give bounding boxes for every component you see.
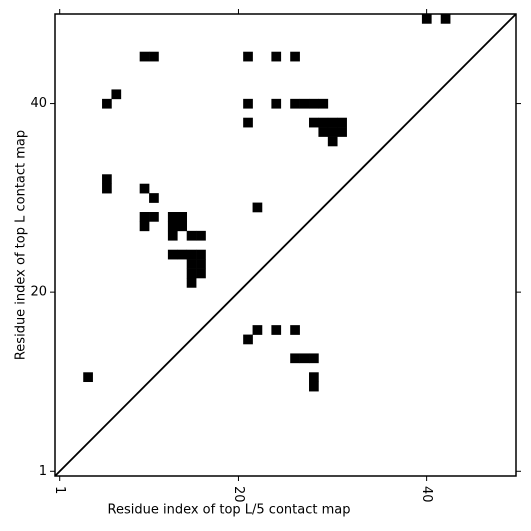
- contact-cell: [111, 89, 122, 100]
- contact-cell: [186, 259, 197, 269]
- contact-cell: [318, 127, 329, 137]
- diagonal: [54, 13, 517, 477]
- contact-cell: [309, 117, 319, 128]
- contact-cell: [83, 372, 93, 383]
- plot-frame: [54, 13, 517, 477]
- contact-cell: [167, 249, 178, 260]
- y-tick-label: 40: [30, 96, 47, 111]
- contact-cell: [243, 98, 253, 109]
- contact-cell: [177, 249, 188, 260]
- contact-cell: [309, 381, 319, 392]
- contact-cell: [139, 183, 150, 194]
- contact-cell: [299, 98, 310, 109]
- contact-cell: [290, 51, 300, 62]
- contact-cell: [196, 259, 206, 269]
- contact-cell: [290, 325, 300, 335]
- contact-cell: [177, 221, 188, 232]
- contact-cell: [243, 334, 253, 345]
- contact-cell: [243, 51, 253, 62]
- contact-cell: [252, 325, 263, 335]
- contact-cell: [337, 127, 347, 137]
- contact-cell: [186, 230, 197, 241]
- contact-cell: [196, 268, 206, 279]
- contact-cell: [299, 353, 310, 364]
- contact-cell: [149, 51, 159, 62]
- contact-cell: [139, 51, 150, 62]
- contact-cell: [186, 249, 197, 260]
- contact-cell: [196, 230, 206, 241]
- contact-cell: [167, 221, 178, 232]
- contact-cell: [139, 212, 150, 222]
- contact-cell: [149, 212, 159, 222]
- contact-cell: [196, 249, 206, 260]
- contact-cell: [186, 278, 197, 288]
- contact-cell: [327, 136, 338, 147]
- contact-cell: [177, 212, 188, 222]
- contact-cell: [421, 14, 432, 24]
- contact-cell: [102, 98, 112, 109]
- x-tick-label: 20: [231, 486, 246, 503]
- contact-cell: [252, 202, 263, 213]
- x-tick-label: 40: [419, 486, 434, 503]
- contact-cell: [337, 117, 347, 128]
- contact-cell: [440, 14, 451, 24]
- y-axis-label: Residue index of top L contact map: [14, 130, 29, 360]
- contact-cell: [309, 98, 319, 109]
- y-tick-label: 1: [39, 464, 47, 479]
- contact-cell: [327, 127, 338, 137]
- contact-cell: [102, 174, 112, 185]
- contact-cell: [167, 212, 178, 222]
- contact-cell: [102, 183, 112, 194]
- contact-cell: [309, 353, 319, 364]
- contact-cell: [271, 98, 282, 109]
- x-axis-label: Residue index of top L/5 contact map: [108, 503, 351, 518]
- contact-cell: [149, 193, 159, 203]
- contact-cell: [271, 51, 282, 62]
- y-tick-label: 20: [30, 285, 47, 300]
- contact-cell: [186, 268, 197, 279]
- contact-cell: [309, 372, 319, 383]
- x-tick-label: 1: [52, 486, 67, 494]
- contact-cell: [243, 117, 253, 128]
- contact-cell: [318, 98, 329, 109]
- contact-cell: [290, 98, 300, 109]
- contact-cell: [139, 221, 150, 232]
- contact-cell: [318, 117, 329, 128]
- contact-cell: [327, 117, 338, 128]
- contact-cell: [167, 230, 178, 241]
- contact-cell: [271, 325, 282, 335]
- contact-cell: [290, 353, 300, 364]
